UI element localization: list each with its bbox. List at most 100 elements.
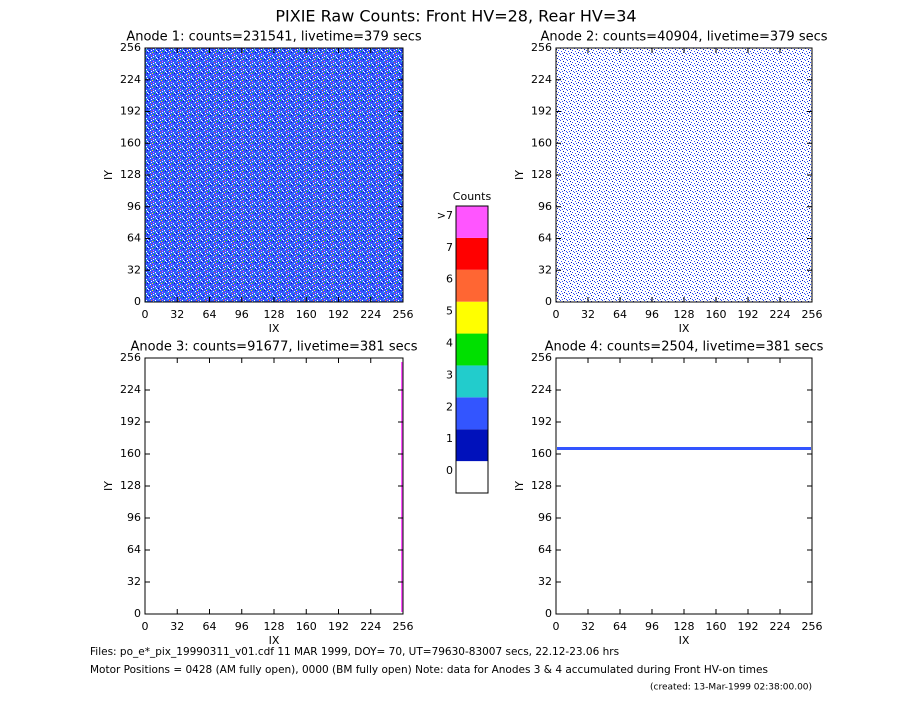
x-axis-label: IX bbox=[269, 322, 280, 335]
x-tick-label: 32 bbox=[170, 308, 184, 321]
x-tick-label: 160 bbox=[706, 308, 727, 321]
y-tick-label: 32 bbox=[538, 263, 552, 276]
colorbar-box bbox=[456, 365, 488, 398]
y-axis-label: IY bbox=[513, 481, 526, 491]
colorbar-label: >7 bbox=[437, 209, 453, 222]
y-axis-label: IY bbox=[102, 170, 115, 180]
y-tick-label: 64 bbox=[538, 232, 552, 245]
colorbar-label: 6 bbox=[446, 273, 453, 286]
y-axis-label: IY bbox=[102, 481, 115, 491]
panel-title: Anode 4: counts=2504, livetime=381 secs bbox=[545, 340, 824, 355]
y-tick-label: 128 bbox=[120, 479, 141, 492]
colorbar-label: 3 bbox=[446, 368, 453, 381]
y-tick-label: 256 bbox=[120, 41, 141, 54]
colorbar-label: 1 bbox=[446, 432, 453, 445]
y-tick-label: 224 bbox=[531, 383, 552, 396]
y-tick-label: 96 bbox=[538, 511, 552, 524]
panel-title: Anode 2: counts=40904, livetime=379 secs bbox=[540, 30, 827, 45]
y-tick-label: 0 bbox=[134, 607, 141, 620]
y-axis-label: IY bbox=[513, 170, 526, 180]
y-tick-label: 64 bbox=[127, 543, 141, 556]
y-tick-label: 224 bbox=[120, 383, 141, 396]
panel-title: Anode 1: counts=231541, livetime=379 sec… bbox=[126, 30, 422, 45]
colorbar-label: 0 bbox=[446, 464, 453, 477]
y-tick-label: 64 bbox=[538, 543, 552, 556]
x-tick-label: 160 bbox=[296, 620, 317, 633]
y-tick-label: 192 bbox=[531, 415, 552, 428]
x-tick-label: 224 bbox=[770, 308, 791, 321]
x-tick-label: 96 bbox=[235, 308, 249, 321]
x-tick-label: 32 bbox=[170, 620, 184, 633]
x-tick-label: 0 bbox=[142, 620, 149, 633]
y-tick-label: 256 bbox=[531, 351, 552, 364]
colorbar-box bbox=[456, 237, 488, 270]
footer-created: (created: 13-Mar-1999 02:38:00.00) bbox=[650, 683, 812, 693]
colorbar-frame bbox=[455, 205, 489, 494]
x-tick-label: 128 bbox=[264, 620, 285, 633]
y-tick-label: 128 bbox=[531, 479, 552, 492]
x-tick-label: 256 bbox=[802, 620, 823, 633]
y-tick-label: 192 bbox=[120, 105, 141, 118]
plot-frame bbox=[555, 357, 813, 615]
colorbar-box bbox=[456, 301, 488, 334]
colorbar-label: 7 bbox=[446, 241, 453, 254]
y-tick-label: 96 bbox=[127, 511, 141, 524]
y-tick-label: 0 bbox=[134, 295, 141, 308]
figure-title: PIXIE Raw Counts: Front HV=28, Rear HV=3… bbox=[275, 7, 636, 26]
x-tick-label: 96 bbox=[235, 620, 249, 633]
colorbar-label: 4 bbox=[446, 337, 453, 350]
plot-frame bbox=[144, 357, 404, 615]
x-axis-label: IX bbox=[269, 634, 280, 647]
y-tick-label: 224 bbox=[531, 73, 552, 86]
x-tick-label: 64 bbox=[613, 308, 627, 321]
x-tick-label: 256 bbox=[802, 308, 823, 321]
y-tick-label: 32 bbox=[538, 575, 552, 588]
x-tick-label: 256 bbox=[393, 620, 414, 633]
colorbar-title: Counts bbox=[453, 190, 492, 203]
footer-note: Motor Positions = 0428 (AM fully open), … bbox=[90, 664, 768, 676]
y-tick-label: 96 bbox=[127, 200, 141, 213]
x-tick-label: 96 bbox=[645, 620, 659, 633]
x-tick-label: 128 bbox=[674, 308, 695, 321]
y-tick-label: 0 bbox=[545, 607, 552, 620]
y-tick-label: 0 bbox=[545, 295, 552, 308]
image-texture bbox=[145, 48, 403, 302]
y-tick-label: 192 bbox=[531, 105, 552, 118]
image-texture bbox=[401, 362, 403, 612]
x-tick-label: 128 bbox=[264, 308, 285, 321]
image-texture bbox=[557, 447, 811, 450]
colorbar-box bbox=[456, 397, 488, 430]
y-tick-label: 160 bbox=[120, 447, 141, 460]
colorbar-label: 5 bbox=[446, 305, 453, 318]
x-tick-label: 96 bbox=[645, 308, 659, 321]
x-tick-label: 128 bbox=[674, 620, 695, 633]
x-tick-label: 192 bbox=[328, 620, 349, 633]
colorbar-label: 2 bbox=[446, 400, 453, 413]
y-tick-label: 128 bbox=[531, 168, 552, 181]
y-tick-label: 192 bbox=[120, 415, 141, 428]
x-axis-label: IX bbox=[679, 322, 690, 335]
y-tick-label: 160 bbox=[531, 447, 552, 460]
panel-title: Anode 3: counts=91677, livetime=381 secs bbox=[130, 340, 417, 355]
x-tick-label: 192 bbox=[328, 308, 349, 321]
y-tick-label: 256 bbox=[120, 351, 141, 364]
colorbar-box bbox=[456, 333, 488, 366]
x-tick-label: 224 bbox=[360, 308, 381, 321]
y-tick-label: 32 bbox=[127, 575, 141, 588]
y-tick-label: 128 bbox=[120, 168, 141, 181]
y-tick-label: 64 bbox=[127, 232, 141, 245]
x-tick-label: 160 bbox=[706, 620, 727, 633]
x-tick-label: 160 bbox=[296, 308, 317, 321]
y-tick-label: 224 bbox=[120, 73, 141, 86]
x-tick-label: 64 bbox=[203, 620, 217, 633]
x-tick-label: 32 bbox=[581, 308, 595, 321]
y-tick-label: 160 bbox=[531, 136, 552, 149]
x-tick-label: 224 bbox=[770, 620, 791, 633]
x-tick-label: 0 bbox=[142, 308, 149, 321]
image-texture bbox=[556, 48, 812, 302]
x-tick-label: 224 bbox=[360, 620, 381, 633]
y-tick-label: 256 bbox=[531, 41, 552, 54]
x-tick-label: 192 bbox=[738, 308, 759, 321]
x-tick-label: 0 bbox=[553, 308, 560, 321]
